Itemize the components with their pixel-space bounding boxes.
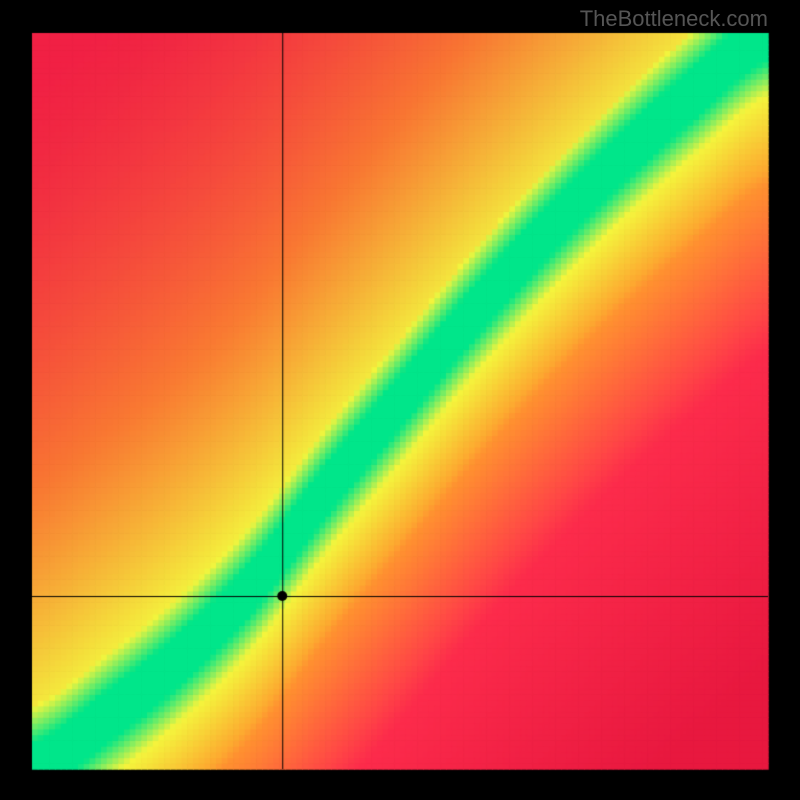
bottleneck-heatmap [0,0,800,800]
watermark-text: TheBottleneck.com [580,6,768,32]
chart-container: TheBottleneck.com [0,0,800,800]
